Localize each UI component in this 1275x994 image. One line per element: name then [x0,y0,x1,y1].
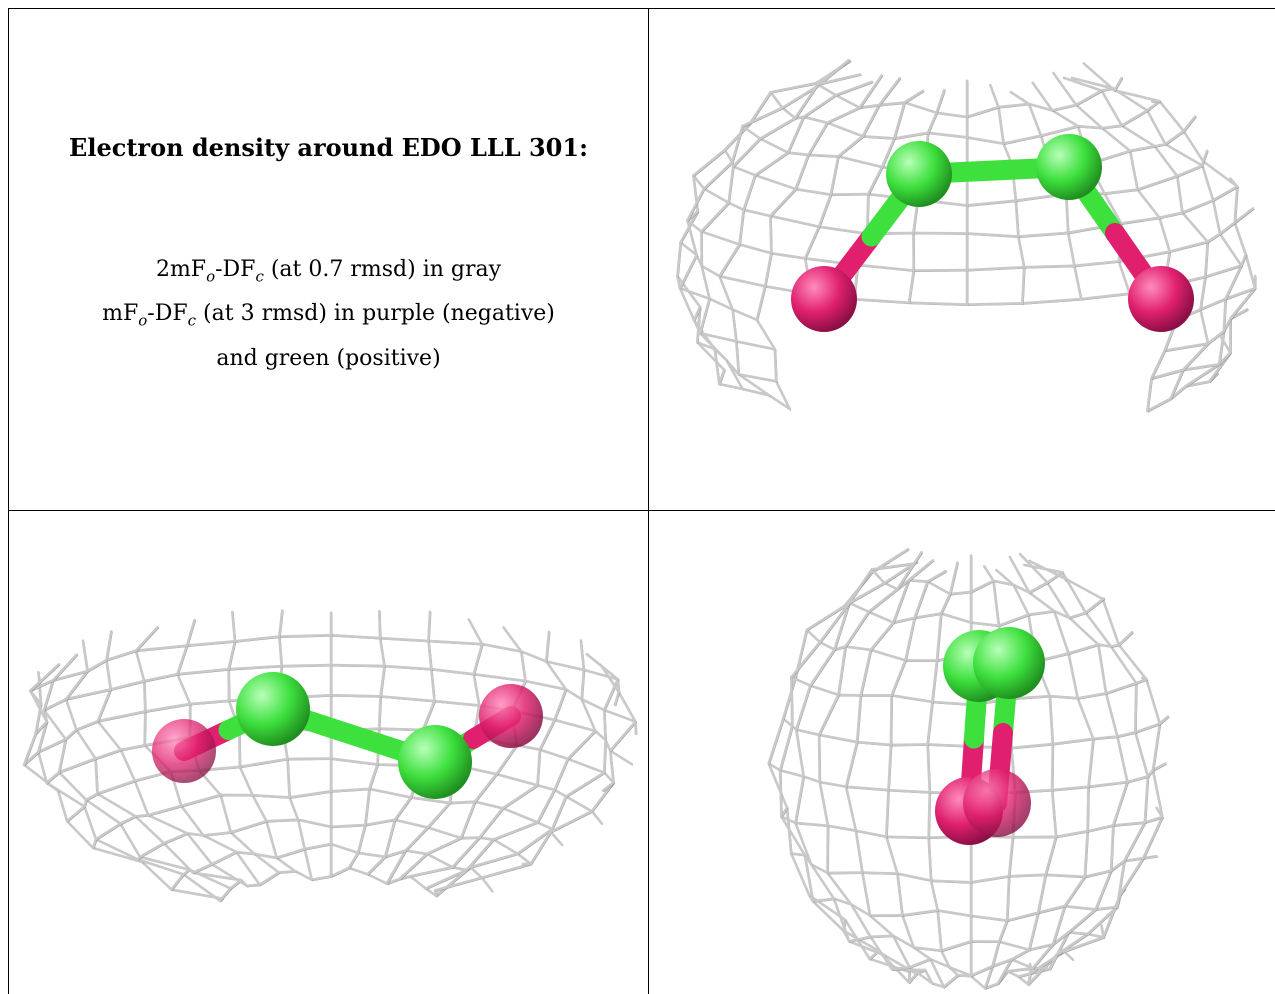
oxygen-atom [963,769,1031,837]
oxygen-atom [791,266,857,332]
oxygen-atom [479,684,543,748]
carbon-atom [973,627,1045,699]
figure-title: Electron density around EDO LLL 301: [69,133,588,162]
edo-molecule [935,627,1045,845]
edo-molecule [152,672,543,799]
figure-grid: Electron density around EDO LLL 301: 2mF… [8,8,1275,994]
density-mesh [676,59,1257,413]
density-mesh [767,547,1170,990]
border-vertical-divider [648,8,649,994]
view-top-right-canvas [676,59,1257,413]
view-top-right [649,9,1275,510]
legend-line-green: and green (positive) [216,345,441,371]
view-bottom-left-canvas [22,609,638,903]
carbon-atom [398,725,472,799]
view-bottom-right [649,511,1275,994]
legend: 2mFo-DFc (at 0.7 rmsd) in gray mFo-DFc (… [9,251,648,377]
oxygen-atom [1128,266,1194,332]
view-bottom-right-canvas [767,547,1170,990]
border-left [8,8,9,994]
view-bottom-left [9,511,648,994]
carbon-atom [886,141,952,207]
legend-line-mfo: mFo-DFc (at 3 rmsd) in purple (negative) [102,301,555,330]
legend-line-2mfo: 2mFo-DFc (at 0.7 rmsd) in gray [155,257,502,286]
density-mesh [22,609,638,903]
carbon-atom [236,672,310,746]
border-top [8,8,1275,9]
carbon-atom [1036,134,1102,200]
caption-cell: Electron density around EDO LLL 301: 2mF… [9,9,648,510]
edo-molecule [791,134,1194,332]
border-horizontal-divider [8,510,1275,511]
oxygen-atom [152,719,216,783]
